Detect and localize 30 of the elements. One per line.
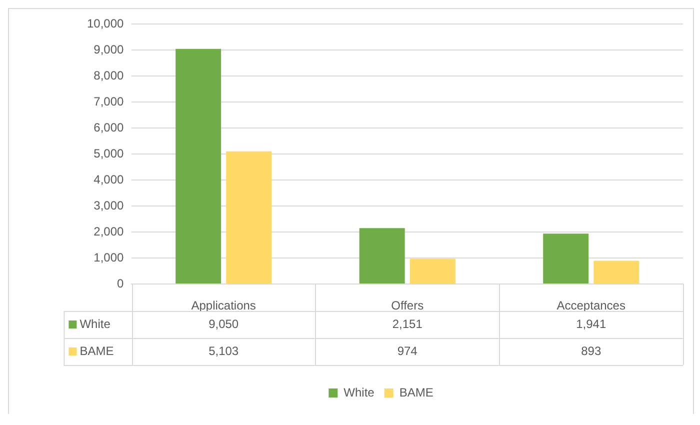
y-tick-label: 0 — [117, 276, 124, 290]
data-label: 1,941 — [576, 316, 606, 331]
data-label: 9,050 — [208, 316, 239, 331]
x-tick-label: Applications — [191, 298, 256, 313]
y-tick-label: 3,000 — [94, 198, 124, 212]
x-tick-label: Acceptances — [556, 298, 626, 313]
legend-label: White — [80, 316, 111, 331]
y-tick-label: 6,000 — [94, 120, 124, 134]
y-tick-label: 2,000 — [94, 224, 124, 238]
bar — [410, 258, 456, 284]
y-tick-label: 1,000 — [94, 250, 124, 264]
text: BAME — [80, 344, 114, 358]
data-label: 893 — [581, 344, 602, 358]
bar — [226, 151, 272, 284]
y-tick-label: 8,000 — [94, 68, 124, 82]
y-tick-label: 7,000 — [94, 94, 124, 108]
y-tick-label: 10,000 — [87, 16, 124, 31]
bar — [543, 234, 589, 284]
text: White — [344, 385, 374, 400]
bar — [594, 260, 640, 284]
data-label: 2,151 — [392, 316, 423, 331]
y-tick-label: 9,000 — [94, 42, 124, 56]
x-tick-label: Offers — [391, 298, 424, 313]
bar — [359, 228, 405, 284]
y-tick-label: 4,000 — [94, 172, 124, 186]
bar — [176, 48, 222, 284]
y-tick-label: 5,000 — [94, 146, 124, 160]
legend-label: BAME — [399, 385, 434, 400]
data-label: 5,103 — [208, 344, 239, 358]
data-label: 974 — [397, 344, 418, 358]
